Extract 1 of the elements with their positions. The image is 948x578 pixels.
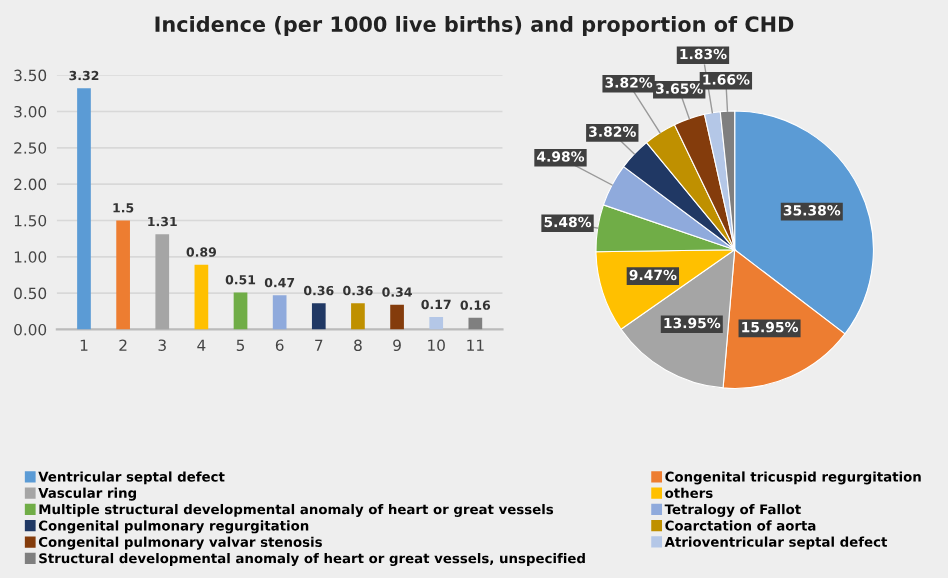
chart-title: Incidence (per 1000 live births) and proportion of CHD [155,15,794,37]
